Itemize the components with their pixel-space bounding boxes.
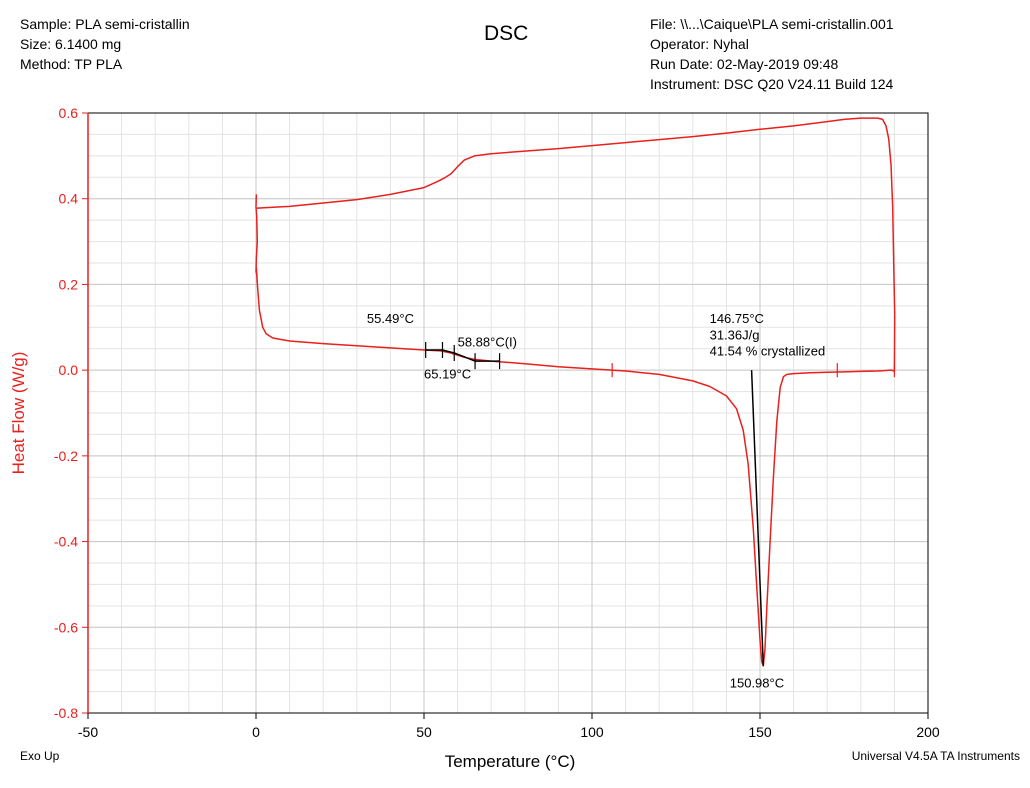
annotation-label-6: 150.98°C <box>730 675 784 690</box>
y-tick-label: 0.2 <box>59 276 79 292</box>
x-tick-label: 50 <box>416 724 432 740</box>
operator: Operator: Nyhal <box>650 36 749 52</box>
y-tick-label: -0.6 <box>54 619 78 635</box>
y-axis-label: Heat Flow (W/g) <box>9 352 28 475</box>
x-tick-label: 200 <box>916 724 940 740</box>
y-tick-label: -0.4 <box>54 534 78 550</box>
instrument: Instrument: DSC Q20 V24.11 Build 124 <box>650 76 894 92</box>
annotation-label-2: 65.19°C <box>424 367 471 382</box>
x-tick-label: 100 <box>580 724 604 740</box>
y-tick-label: -0.2 <box>54 448 78 464</box>
x-tick-label: 0 <box>252 724 260 740</box>
sample-size: Size: 6.1400 mg <box>20 36 122 52</box>
annotation-label-1: 58.88°C(I) <box>458 335 517 350</box>
y-tick-label: 0.6 <box>59 105 79 121</box>
sample-method: Method: TP PLA <box>20 56 123 72</box>
exo-up-label: Exo Up <box>20 749 60 763</box>
melt-analysis-line <box>750 370 765 666</box>
heat-flow-curve <box>255 267 896 667</box>
y-tick-label: 0.0 <box>59 362 79 378</box>
x-axis-label: Temperature (°C) <box>445 752 576 771</box>
sample-info: Sample: PLA semi-cristallin Size: 6.1400… <box>20 14 190 74</box>
annotation-label-4: 31.36J/g <box>710 327 760 342</box>
software-version: Universal V4.5A TA Instruments <box>851 749 1020 763</box>
y-tick-label: -0.8 <box>54 705 78 721</box>
file-path: File: \\...\Caique\PLA semi-cristallin.0… <box>650 16 894 32</box>
chart-title: DSC <box>484 22 529 45</box>
x-tick-label: -50 <box>78 724 98 740</box>
annotation-label-3: 146.75°C <box>710 311 764 326</box>
annotation-label-0: 55.49°C <box>367 311 414 326</box>
heat-flow-curve <box>256 117 896 315</box>
run-info: File: \\...\Caique\PLA semi-cristallin.0… <box>650 14 894 94</box>
run-date: Run Date: 02-May-2019 09:48 <box>650 56 839 72</box>
tg-analysis-line <box>425 349 500 362</box>
y-tick-label: 0.4 <box>59 191 79 207</box>
x-tick-label: 150 <box>748 724 772 740</box>
annotation-label-5: 41.54 % crystallized <box>710 344 826 359</box>
sample-name: Sample: PLA semi-cristallin <box>20 16 190 32</box>
heat-flow-curve <box>255 194 259 277</box>
